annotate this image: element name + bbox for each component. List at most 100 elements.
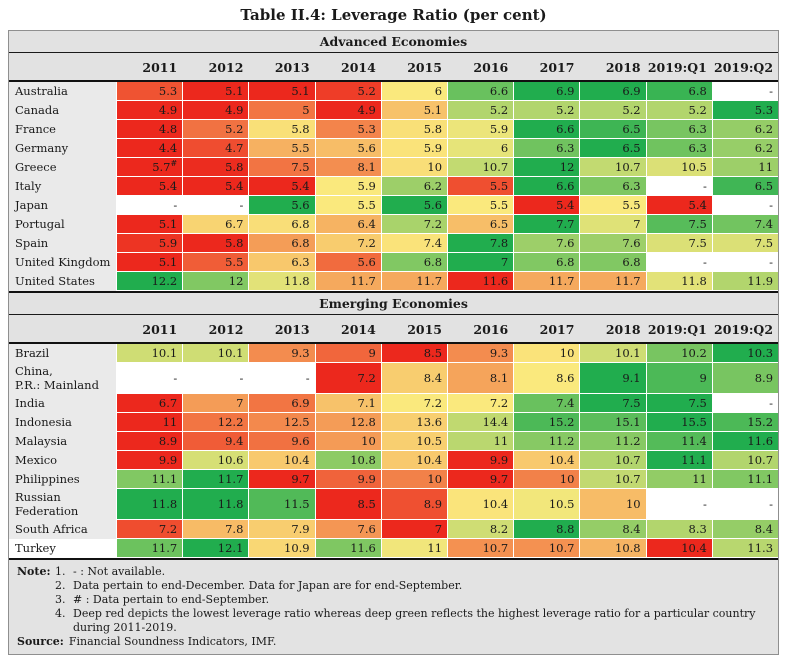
value-cell: 6.2 (380, 177, 448, 196)
value-cell: 10.6 (182, 451, 249, 470)
value-cell: 5.4 (116, 177, 183, 196)
value-cell: 12.2 (116, 272, 183, 291)
row-china-p-r-mainland: China, P.R.: Mainland - - -7.2 8.4 8.1 8.6 9.1 9… (9, 363, 779, 394)
value-cell: - (645, 177, 712, 196)
column-header-2018: 2018 (605, 322, 641, 337)
value-cell: 5.8 (380, 120, 448, 139)
column-header-2013: 2013 (274, 60, 310, 75)
note-grid: Note: 1. - : Not available. 2. Data pert… (17, 565, 768, 635)
country-label: Canada (9, 101, 116, 120)
column-header-2018: 2018 (605, 60, 641, 75)
row-indonesia: Indonesia 11 12.2 12.5 12.8 13.6 14.4 15.2 15.1 1… (9, 413, 779, 432)
value-cell: 6.8 (645, 82, 712, 101)
value-cell: 6.5 (579, 139, 646, 158)
value-cell: 8.4 (711, 520, 779, 539)
column-header-2012: 2012 (208, 322, 244, 337)
note-item: 3. # : Data pertain to end-September. (55, 593, 768, 607)
value-cell: 6.3 (248, 253, 315, 272)
value-cell: 5.6 (380, 196, 448, 215)
value-cell: 6.9 (248, 394, 315, 413)
value-cell: 5.7 # (116, 158, 183, 177)
value-cell: 10.7 (447, 539, 514, 558)
value-cell: 15.2 (711, 413, 779, 432)
country-label: Philippines (9, 470, 116, 489)
value-cell: 7.6 (513, 234, 580, 253)
value-cell: 10.1 (579, 344, 646, 363)
country-label: Russian Federation (9, 489, 116, 520)
value-cell: 11.6 (711, 432, 779, 451)
value-cell: 8.4 (380, 363, 448, 394)
value-cell: 5.2 (513, 101, 580, 120)
value-cell: 7.2 (314, 234, 381, 253)
value-cell: 5.9 (116, 234, 183, 253)
column-header-2014: 2014 (341, 322, 376, 337)
column-header-2016: 2016 (473, 322, 509, 337)
value-cell: 5.4 (182, 177, 249, 196)
country-label: Italy (9, 177, 116, 196)
value-cell: 6.8 (248, 234, 315, 253)
value-cell: - (182, 363, 249, 394)
value-cell: 7.5 (645, 234, 712, 253)
value-cell: 10 (579, 489, 646, 520)
value-cell: 7.1 (314, 394, 381, 413)
value-cell: 4.9 (116, 101, 183, 120)
value-cell: 7.7 (513, 215, 580, 234)
value-cell: 5.6 (314, 253, 381, 272)
value-cell: 7.8 (182, 520, 249, 539)
note-item: 1. - : Not available. (55, 565, 768, 579)
table-frame: Advanced Economies 2011 2012 2013 2014 2015 20… (8, 30, 779, 655)
value-cell: 7.2 (380, 394, 448, 413)
value-cell: 6.6 (513, 120, 580, 139)
value-cell: 10.2 (645, 344, 712, 363)
country-label: China, P.R.: Mainland (9, 363, 116, 394)
value-cell: 5.9 (314, 177, 381, 196)
value-cell: 6.5 (447, 215, 514, 234)
country-label: Malaysia (9, 432, 116, 451)
column-header-2019-q1: 2019:Q1 (647, 322, 707, 337)
notes-block: Note: 1. - : Not available. 2. Data pert… (9, 560, 778, 654)
row-india: India 6.7 7 6.9 7.1 7.2 7.2 7.4 7.5 7.5- (9, 394, 779, 413)
value-cell: 10 (513, 470, 580, 489)
value-cell: 10.5 (380, 432, 448, 451)
country-label: Portugal (9, 215, 116, 234)
value-cell: 6.3 (645, 120, 712, 139)
value-cell: 11.5 (248, 489, 315, 520)
value-cell: 9 (314, 344, 381, 363)
row-portugal: Portugal 5.1 6.7 6.8 6.4 7.2 6.5 7.7 7 7.5 7.4 (9, 215, 779, 234)
note-item: 2. Data pertain to end-December. Data fo… (55, 579, 768, 593)
value-cell: 7.6 (579, 234, 646, 253)
value-cell: 10 (513, 344, 580, 363)
value-cell: 11.7 (380, 272, 448, 291)
value-cell: 6.3 (513, 139, 580, 158)
value-cell: 11 (116, 413, 183, 432)
value-cell: 5.6 (314, 139, 381, 158)
note-number: 1. (55, 565, 66, 578)
value-cell: 5.3 (711, 101, 779, 120)
value-cell: 11.1 (711, 470, 779, 489)
value-cell: 11.6 (314, 539, 381, 558)
value-cell: 11.1 (645, 451, 712, 470)
column-header-2019-q2: 2019:Q2 (714, 322, 774, 337)
value-cell: 5.2 (314, 82, 381, 101)
value-cell: - (116, 363, 183, 394)
value-cell: 8.4 (579, 520, 646, 539)
value-cell: 11.2 (513, 432, 580, 451)
value-cell: 6.4 (314, 215, 381, 234)
value-cell: 10.7 (513, 539, 580, 558)
value-cell: 5.1 (116, 253, 183, 272)
value-cell: 11 (447, 432, 514, 451)
row-united-states: United States 12.2 12 11.8 11.7 11.7 11.6 11.7 1… (9, 272, 779, 291)
value-cell: 8.5 (314, 489, 381, 520)
value-cell: 5.5 (248, 139, 315, 158)
value-cell: 9 (645, 363, 712, 394)
value-cell: 12.2 (182, 413, 249, 432)
country-label: Greece (9, 158, 116, 177)
country-label: Australia (9, 82, 116, 101)
value-cell: 6.8 (513, 253, 580, 272)
value-cell: - (711, 253, 779, 272)
row-spain: Spain 5.9 5.8 6.8 7.2 7.4 7.8 7.6 7.6 7.5 7.5 (9, 234, 779, 253)
row-mexico: Mexico 9.9 10.6 10.4 10.8 10.4 9.9 10.4 10.7 11.1… (9, 451, 779, 470)
value-cell: - (116, 196, 183, 215)
value-cell: 12.8 (314, 413, 381, 432)
value-cell: 9.9 (314, 470, 381, 489)
